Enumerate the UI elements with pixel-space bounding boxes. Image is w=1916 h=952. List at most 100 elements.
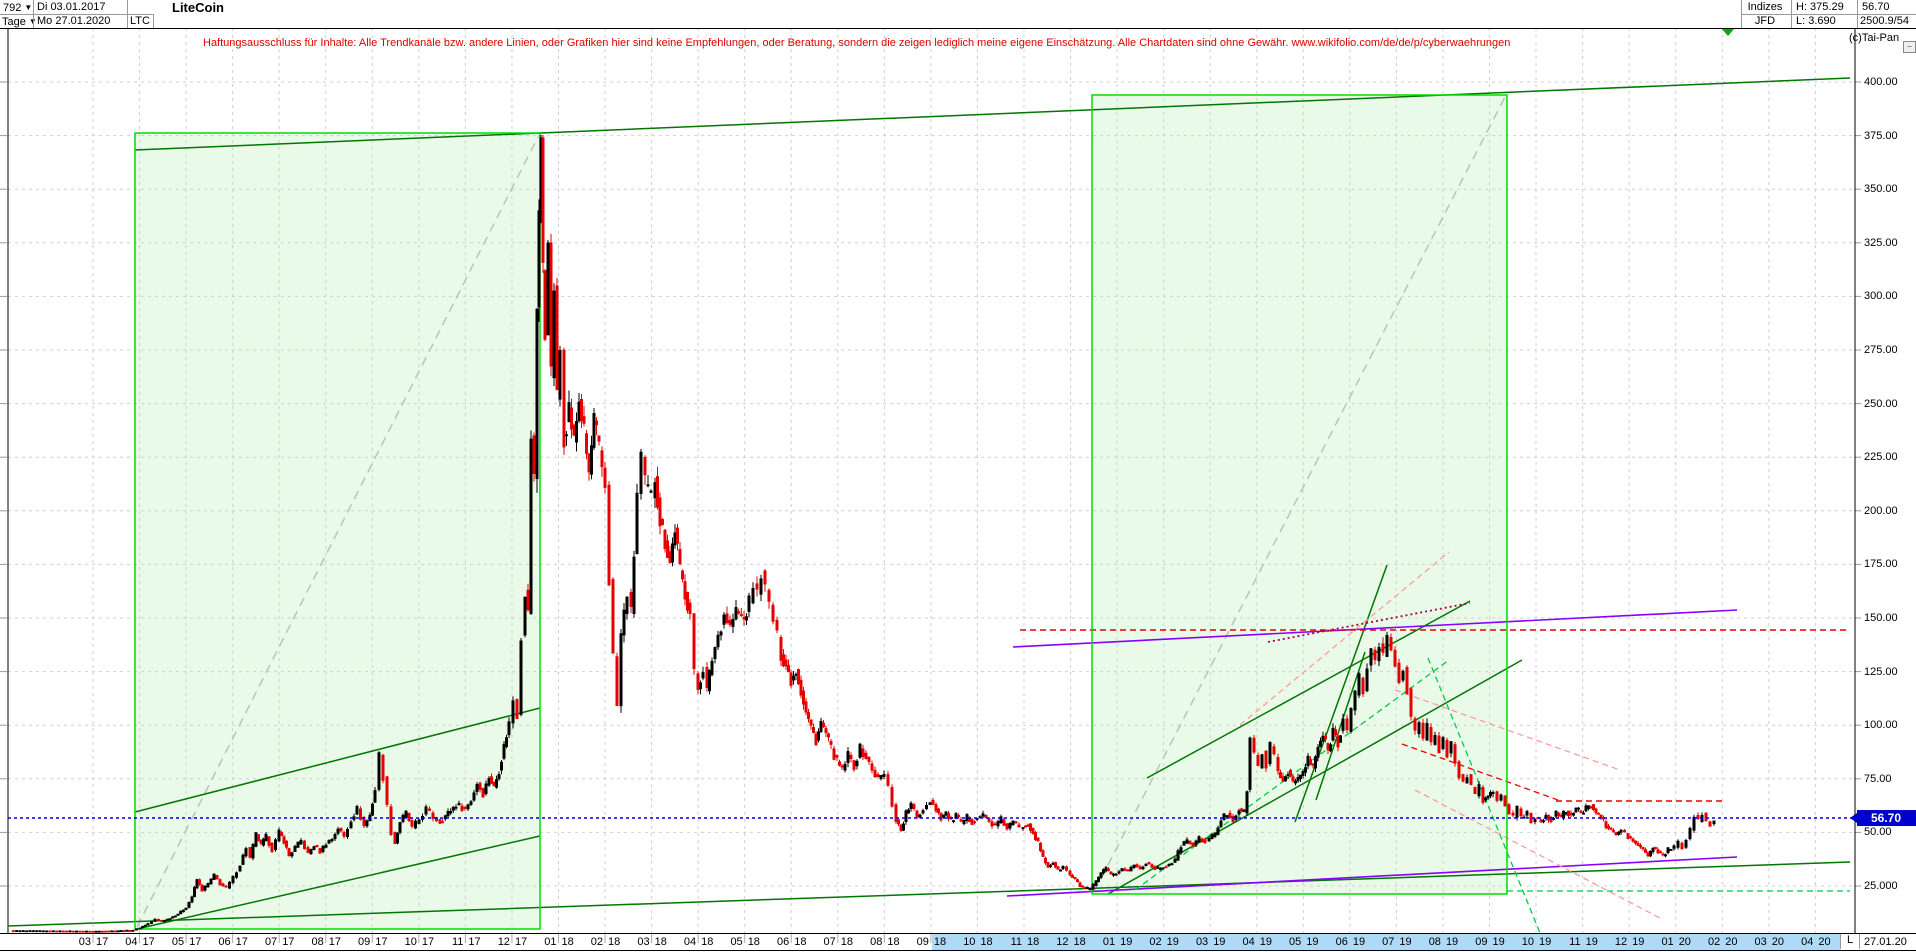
disclaimer-text: Haftungsausschluss für Inhalte: Alle Tre…	[203, 37, 1511, 49]
x-axis-label-month: 07	[1382, 936, 1395, 948]
x-axis-label-month: 12	[1056, 936, 1069, 948]
trend-line	[1401, 743, 1559, 801]
trend-line	[134, 707, 541, 813]
x-axis-label-month: 05	[1289, 936, 1302, 948]
x-axis-label-year: 17	[421, 936, 435, 948]
x-axis-label-year: 17	[96, 936, 109, 948]
overlay-layer: 56.70	[8, 29, 1916, 827]
trend-line	[7, 861, 1851, 927]
x-axis-label-month: 10	[1521, 936, 1535, 948]
bottom-border	[0, 950, 1916, 951]
candlestick-layer	[11, 134, 1716, 933]
x-axis-label-year: 17	[375, 936, 388, 948]
trend-line	[136, 835, 541, 930]
y-axis-label: 50.00	[1864, 826, 1892, 839]
bars-count-dropdown[interactable]: 792 ▼	[3, 2, 33, 14]
y-axis-label: 125.00	[1864, 665, 1898, 678]
x-axis-label-year: 19	[1632, 936, 1645, 948]
trend-line	[1006, 856, 1738, 897]
x-axis-label-month: 03	[637, 936, 650, 948]
x-axis-label-year: 20	[1818, 936, 1831, 948]
x-axis-label-year: 18	[701, 936, 714, 948]
y-axis-label: 250.00	[1864, 397, 1898, 410]
x-axis-label-month: 12	[497, 936, 510, 948]
x-axis-label-month: 06	[1335, 936, 1348, 948]
x-axis-label-year: 20	[1678, 936, 1691, 948]
x-axis-label-year: 18	[933, 936, 947, 948]
x-axis-label-month: 05	[730, 936, 743, 948]
x-axis-label-month: 11	[1569, 936, 1581, 948]
y-axis-label: 100.00	[1864, 719, 1898, 732]
x-axis-label-year: 18	[840, 936, 854, 948]
x-axis-label-month: 08	[1428, 936, 1441, 948]
x-axis-label-year: 17	[468, 936, 481, 948]
x-axis-label-year: 19	[1492, 936, 1505, 948]
annotation-box-border-layer	[134, 94, 1508, 930]
x-axis-label-year: 19	[1585, 936, 1598, 948]
y-axis-label: 300.00	[1864, 290, 1898, 303]
x-axis-label-year: 19	[1259, 936, 1272, 948]
x-axis-label-year: 18	[747, 936, 760, 948]
x-axis-label-month: 08	[870, 936, 883, 948]
divider	[153, 14, 154, 28]
x-axis-label-year: 19	[1445, 936, 1459, 948]
x-axis-label-month: 01	[1102, 936, 1116, 948]
x-axis-label-year: 19	[1352, 936, 1366, 948]
trend-line	[1294, 564, 1388, 823]
x-axis-label-year: 18	[654, 936, 667, 948]
x-axis-label-month: 11	[451, 936, 464, 948]
price-tag-notch	[1850, 813, 1857, 824]
last-bar-marker: L	[1840, 934, 1860, 949]
date-to: Mo 27.01.2020	[37, 15, 111, 27]
y-axis-label: 325.00	[1864, 236, 1898, 249]
highlight-box	[1092, 95, 1507, 894]
y-axis-label: 400.00	[1864, 76, 1898, 88]
last-date-label: 27.01.20	[1864, 936, 1907, 948]
x-axis-label-month: 08	[311, 936, 324, 948]
y-axis-label: 275.00	[1864, 344, 1898, 356]
x-axis-label-year: 18	[561, 936, 574, 948]
x-axis-label-month: 12	[1614, 936, 1628, 948]
chevron-down-icon: ▼	[29, 17, 37, 26]
trend-line	[136, 134, 540, 928]
period-dropdown[interactable]: Tage ▼	[2, 15, 37, 29]
x-axis-label-month: 09	[358, 936, 371, 948]
x-axis-label-year: 19	[1213, 936, 1226, 948]
x-axis-label-year: 20	[1771, 936, 1785, 948]
x-axis-label-year: 17	[328, 936, 341, 948]
x-axis-label-month: 09	[916, 936, 929, 948]
x-axis-label-year: 19	[1539, 936, 1552, 948]
index-group-label: Indizes	[1747, 1, 1783, 13]
x-axis-label-month: 04	[125, 936, 138, 948]
x-axis-label-month: 03	[1754, 936, 1767, 948]
y-axis-label: 75.00	[1864, 772, 1892, 785]
collapse-button[interactable]: −	[1903, 41, 1916, 53]
y-axis-label: 175.00	[1864, 558, 1898, 571]
divider	[0, 14, 153, 15]
x-axis-label-year: 18	[980, 936, 993, 948]
x-axis-label-year: 17	[189, 936, 202, 948]
x-axis-label-month: 09	[1475, 936, 1488, 948]
trendline-layer	[7, 77, 1851, 934]
x-axis-label-month: 02	[1149, 936, 1162, 948]
x-axis-label-month: 11	[1010, 936, 1022, 948]
trend-line	[1315, 651, 1366, 801]
axis-top-border	[0, 933, 1916, 934]
y-axis-label: 375.00	[1864, 129, 1898, 142]
highlight-box-border	[134, 132, 541, 930]
trend-line	[1146, 600, 1471, 779]
highlight-box-border	[1091, 94, 1508, 895]
x-axis-label-month: 10	[404, 936, 417, 948]
price-tag-value: 56.70	[1871, 811, 1901, 825]
chevron-down-icon: ▼	[24, 3, 33, 12]
x-axis-label-month: 05	[171, 936, 185, 948]
x-axis-label-year: 19	[1166, 936, 1179, 948]
x-axis-label-month: 04	[1242, 936, 1255, 948]
x-axis-label-year: 19	[1306, 936, 1319, 948]
trend-line	[1239, 551, 1450, 726]
copyright-label: (c)Tai-Pan	[1849, 32, 1900, 44]
y-axis-label: 25.000	[1864, 880, 1898, 892]
y-axis-label: 350.00	[1864, 183, 1898, 196]
